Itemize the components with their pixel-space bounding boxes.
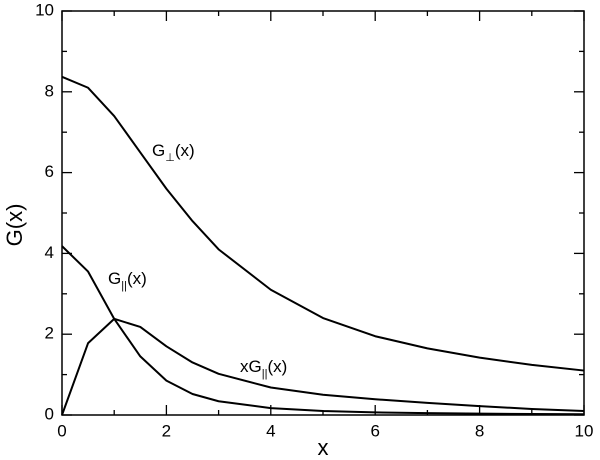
curve-label-sub: || [121,280,127,292]
x-tick-label: 4 [266,421,275,440]
y-tick-label: 0 [45,404,54,423]
x-tick-label: 6 [370,421,379,440]
curve-label-tail: (x) [127,269,147,288]
x-tick-label: 2 [162,421,171,440]
y-tick-label: 4 [45,243,54,262]
y-tick-label: 8 [45,81,54,100]
series-line [61,75,585,372]
curve-label-sub: ⊥ [165,152,175,164]
curve-label: xG||(x) [240,357,287,379]
curve-label-sub: || [262,368,268,380]
x-tick-label: 8 [475,421,484,440]
curve-label-tail: (x) [175,141,195,160]
y-axis-label: G(x) [2,204,27,247]
plot-frame [61,10,585,416]
curve-label-main: G [152,141,165,160]
curve-label-main: G [108,269,121,288]
curve-label-tail: (x) [267,357,287,376]
series-line [61,317,585,416]
x-tick-label: 0 [57,421,66,440]
x-axis-label: x [318,435,329,460]
y-tick-label: 10 [35,0,54,19]
y-tick-label: 2 [45,324,54,343]
series-line [61,245,585,416]
curve-label: G⊥(x) [152,141,195,163]
y-tick-label: 6 [45,162,54,181]
curve-label-main: xG [240,357,262,376]
curve-label: G||(x) [108,269,147,291]
x-tick-label: 10 [575,421,594,440]
